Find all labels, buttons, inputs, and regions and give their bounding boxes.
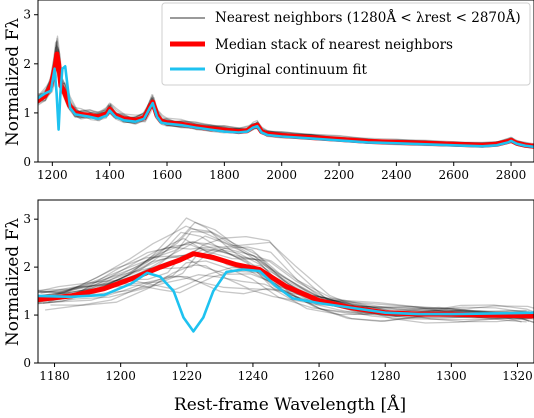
bottom-neighbor-line-13 [42, 274, 534, 320]
bottom-neighbor-line-1 [40, 247, 534, 323]
top-x-tick-label-3: 1800 [209, 168, 240, 182]
top-y-tick-label-0: 0 [23, 155, 31, 169]
top-x-tick-label-5: 2200 [324, 168, 355, 182]
top-x-tick-label-8: 2800 [496, 168, 527, 182]
legend-box [161, 2, 531, 86]
bottom-continuum-fit-line [38, 268, 534, 333]
bottom-neighbor-line-14 [47, 235, 534, 316]
legend-label-median: Median stack of nearest neighbors [215, 37, 453, 53]
top-series-group [38, 51, 534, 149]
legend-label-continuum: Original continuum fit [215, 62, 367, 78]
bottom-neighbor-line-0 [38, 225, 527, 312]
top-y-tick-label-1: 1 [23, 106, 31, 120]
legend-label-neighbors: Nearest neighbors (1280Å < λrest < 2870Å… [215, 10, 521, 26]
top-x-tick-label-6: 2400 [381, 168, 412, 182]
bottom-x-tick-label-3: 1240 [238, 369, 269, 383]
top-x-tick-label-2: 1600 [152, 168, 183, 182]
bottom-neighbor-line-16 [38, 228, 532, 317]
top-x-tick-label-7: 2600 [438, 168, 469, 182]
top-y-axis-label-text: Normalized Fλ [3, 18, 23, 146]
top-x-tick-label-4: 2000 [266, 168, 297, 182]
bottom-neighbor-line-2 [48, 241, 534, 317]
bottom-x-axis-label: Rest-frame Wavelength [Å] [174, 394, 406, 415]
bottom-neighbor-line-9 [50, 264, 534, 323]
bottom-panel: 1180 1200 1220 1240 1260 1280 1300 1320 0 1 2 3 Nor… [3, 199, 534, 415]
legend: Nearest neighbors (1280Å < λrest < 2870Å… [161, 2, 531, 86]
top-continuum-fit-line [38, 65, 534, 149]
bottom-neighbor-line-17 [39, 221, 534, 318]
top-y-tick-label-3: 3 [23, 8, 31, 22]
top-tick-group: 1200 1400 1600 1800 2000 2200 2400 2600 2800 0 1 2 3 [23, 8, 526, 182]
bottom-tick-group: 1180 1200 1220 1240 1260 1280 1300 1320 0 1 2 3 [23, 212, 532, 383]
bottom-neighbor-line-4 [38, 275, 521, 321]
bottom-x-tick-label-2: 1220 [172, 369, 203, 383]
bottom-neighbor-line-25 [38, 231, 522, 318]
bottom-x-tick-label-1: 1200 [105, 369, 136, 383]
bottom-neighbor-line-3 [38, 241, 529, 316]
bottom-x-tick-label-0: 1180 [39, 369, 70, 383]
bottom-x-tick-label-7: 1320 [502, 369, 533, 383]
bottom-y-tick-label-0: 0 [23, 356, 31, 370]
bottom-median-stack-line [38, 251, 534, 319]
bottom-y-tick-label-3: 3 [23, 212, 31, 226]
bottom-x-tick-label-4: 1260 [304, 369, 335, 383]
bottom-neighbor-line-8 [49, 246, 534, 317]
top-y-axis-label: Normalized Fλ [3, 18, 23, 146]
bottom-y-tick-label-2: 2 [23, 260, 31, 274]
bottom-series-group [38, 251, 534, 333]
top-x-tick-label-0: 1200 [37, 168, 68, 182]
bottom-x-tick-label-5: 1280 [370, 369, 401, 383]
bottom-y-axis-label-text: Normalized Fλ [3, 218, 23, 346]
bottom-y-tick-label-1: 1 [23, 308, 31, 322]
bottom-neighbor-spectra [38, 217, 534, 324]
bottom-axes-frame [37, 199, 534, 364]
bottom-neighbor-line-11 [45, 275, 534, 324]
bottom-y-axis-label: Normalized Fλ [3, 218, 23, 346]
top-axes-frame [37, 0, 534, 163]
top-y-tick-label-2: 2 [23, 57, 31, 71]
bottom-x-tick-label-6: 1300 [436, 369, 467, 383]
bottom-neighbor-line-23 [38, 256, 526, 319]
top-panel: 1200 1400 1600 1800 2000 2200 2400 2600 2800 0 1 2 3… [3, 0, 534, 182]
top-x-tick-label-1: 1400 [94, 168, 125, 182]
